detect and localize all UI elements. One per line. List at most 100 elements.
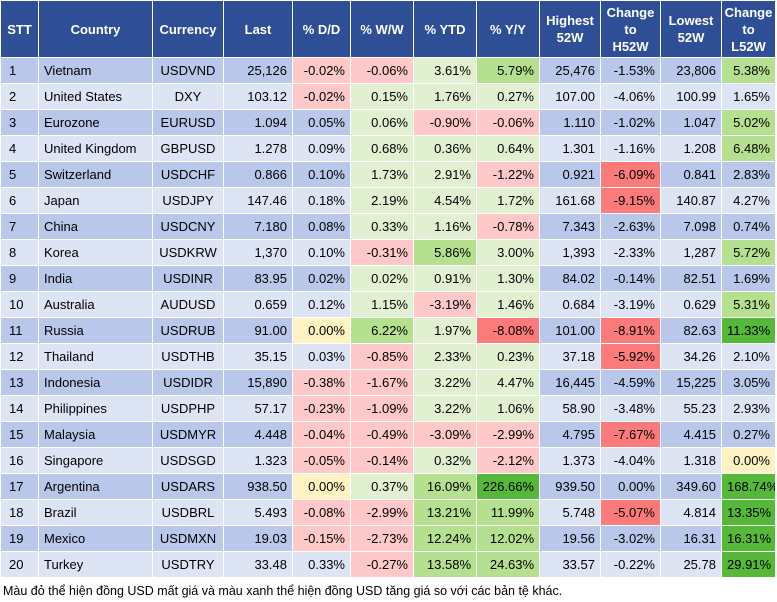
cell-change-to-h52w: 0.00% — [600, 473, 661, 500]
cell-change-to-l52w: 0.00% — [721, 447, 776, 474]
cell-last: 7.180 — [223, 213, 293, 240]
cell-ww: 0.68% — [350, 135, 414, 162]
cell-highest-52w: 37.18 — [539, 343, 601, 370]
cell-change-to-h52w: -9.15% — [600, 187, 661, 214]
cell-yy: 1.72% — [476, 187, 540, 214]
cell-stt: 1 — [0, 57, 39, 84]
table-row: 14 Philippines USDPHP 57.17 -0.23% -1.09% 3.22… — [0, 395, 776, 422]
cell-ytd: 0.32% — [413, 447, 477, 474]
col-header-country: Country — [38, 0, 153, 58]
cell-last: 1.278 — [223, 135, 293, 162]
cell-ytd: 1.76% — [413, 83, 477, 110]
col-header-lowest-52w: Lowest 52W — [660, 0, 722, 58]
cell-highest-52w: 0.921 — [539, 161, 601, 188]
cell-highest-52w: 107.00 — [539, 83, 601, 110]
cell-lowest-52w: 7.098 — [660, 213, 722, 240]
cell-currency: USDCHF — [152, 161, 224, 188]
cell-lowest-52w: 0.841 — [660, 161, 722, 188]
cell-dd: -0.02% — [292, 83, 351, 110]
cell-ytd: 12.24% — [413, 525, 477, 552]
cell-stt: 18 — [0, 499, 39, 526]
cell-last: 938.50 — [223, 473, 293, 500]
table-row: 13 Indonesia USDIDR 15,890 -0.38% -1.67% 3.22%… — [0, 369, 776, 396]
col-header-ytd: % YTD — [413, 0, 477, 58]
cell-ww: 0.37% — [350, 473, 414, 500]
cell-highest-52w: 1.110 — [539, 109, 601, 136]
table-row: 1 Vietnam USDVND 25,126 -0.02% -0.06% 3.61% 5.7… — [0, 57, 776, 84]
cell-country: Indonesia — [38, 369, 153, 396]
cell-highest-52w: 84.02 — [539, 265, 601, 292]
cell-yy: 1.06% — [476, 395, 540, 422]
cell-lowest-52w: 25.78 — [660, 551, 722, 578]
cell-dd: 0.33% — [292, 551, 351, 578]
cell-yy: 1.30% — [476, 265, 540, 292]
cell-yy: 11.99% — [476, 499, 540, 526]
cell-change-to-h52w: -3.19% — [600, 291, 661, 318]
cell-change-to-l52w: 4.27% — [721, 187, 776, 214]
cell-currency: USDTHB — [152, 343, 224, 370]
cell-highest-52w: 4.795 — [539, 421, 601, 448]
cell-ww: 0.02% — [350, 265, 414, 292]
table-row: 18 Brazil USDBRL 5.493 -0.08% -2.99% 13.21% 11.… — [0, 499, 776, 526]
cell-dd: 0.00% — [292, 473, 351, 500]
cell-change-to-l52w: 11.33% — [721, 317, 776, 344]
cell-ytd: 3.22% — [413, 395, 477, 422]
cell-change-to-h52w: -7.67% — [600, 421, 661, 448]
cell-change-to-h52w: -1.02% — [600, 109, 661, 136]
cell-lowest-52w: 140.87 — [660, 187, 722, 214]
cell-lowest-52w: 1.318 — [660, 447, 722, 474]
cell-lowest-52w: 1.208 — [660, 135, 722, 162]
cell-currency: AUDUSD — [152, 291, 224, 318]
cell-yy: -8.08% — [476, 317, 540, 344]
cell-change-to-h52w: -4.06% — [600, 83, 661, 110]
cell-last: 83.95 — [223, 265, 293, 292]
cell-ww: -1.67% — [350, 369, 414, 396]
cell-ytd: 4.54% — [413, 187, 477, 214]
cell-yy: -0.06% — [476, 109, 540, 136]
cell-currency: USDJPY — [152, 187, 224, 214]
cell-stt: 7 — [0, 213, 39, 240]
cell-yy: -2.12% — [476, 447, 540, 474]
table-row: 5 Switzerland USDCHF 0.866 0.10% 1.73% 2.91% -1… — [0, 161, 776, 188]
cell-dd: 0.10% — [292, 239, 351, 266]
cell-yy: 24.63% — [476, 551, 540, 578]
cell-yy: 12.02% — [476, 525, 540, 552]
cell-dd: -0.05% — [292, 447, 351, 474]
table-row: 17 Argentina USDARS 938.50 0.00% 0.37% 16.09% 2… — [0, 473, 776, 500]
cell-stt: 17 — [0, 473, 39, 500]
cell-country: India — [38, 265, 153, 292]
cell-last: 91.00 — [223, 317, 293, 344]
cell-ytd: -3.19% — [413, 291, 477, 318]
cell-highest-52w: 0.684 — [539, 291, 601, 318]
cell-dd: -0.02% — [292, 57, 351, 84]
cell-change-to-h52w: -0.22% — [600, 551, 661, 578]
col-header-last: Last — [223, 0, 293, 58]
cell-stt: 2 — [0, 83, 39, 110]
cell-lowest-52w: 1,287 — [660, 239, 722, 266]
cell-country: Mexico — [38, 525, 153, 552]
cell-dd: -0.15% — [292, 525, 351, 552]
cell-ytd: 0.36% — [413, 135, 477, 162]
cell-ytd: 1.16% — [413, 213, 477, 240]
table-row: 19 Mexico USDMXN 19.03 -0.15% -2.73% 12.24% 12.… — [0, 525, 776, 552]
cell-dd: 0.18% — [292, 187, 351, 214]
cell-lowest-52w: 4.814 — [660, 499, 722, 526]
cell-currency: USDBRL — [152, 499, 224, 526]
table-row: 3 Eurozone EURUSD 1.094 0.05% 0.06% -0.90% -0.0… — [0, 109, 776, 136]
cell-yy: -0.78% — [476, 213, 540, 240]
footnote: Màu đỏ thể hiện đồng USD mất giá và màu … — [3, 584, 563, 598]
cell-ytd: 2.91% — [413, 161, 477, 188]
cell-country: Singapore — [38, 447, 153, 474]
cell-currency: USDINR — [152, 265, 224, 292]
cell-last: 4.448 — [223, 421, 293, 448]
cell-ytd: -3.09% — [413, 421, 477, 448]
cell-stt: 8 — [0, 239, 39, 266]
cell-ww: -0.06% — [350, 57, 414, 84]
cell-change-to-l52w: 16.31% — [721, 525, 776, 552]
cell-ytd: 2.33% — [413, 343, 477, 370]
cell-change-to-h52w: -1.53% — [600, 57, 661, 84]
cell-change-to-l52w: 1.69% — [721, 265, 776, 292]
cell-lowest-52w: 349.60 — [660, 473, 722, 500]
cell-change-to-h52w: -8.91% — [600, 317, 661, 344]
cell-ww: -0.85% — [350, 343, 414, 370]
